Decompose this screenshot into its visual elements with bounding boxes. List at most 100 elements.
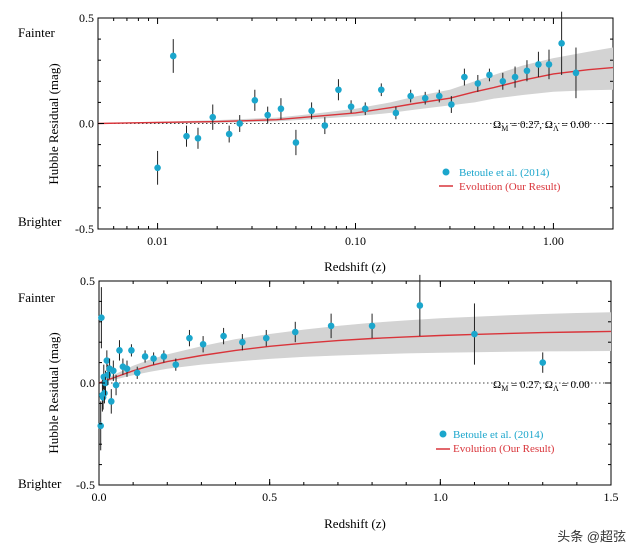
- top-legend: Betoule et al. (2014) Evolution (Our Res…: [439, 167, 561, 193]
- top-legend-point-marker: [442, 168, 450, 176]
- y-tick-label: 0.5: [79, 11, 94, 25]
- watermark-text: 头条 @超弦: [557, 529, 626, 544]
- data-point: [112, 381, 120, 389]
- data-point: [545, 61, 553, 68]
- data-point: [416, 302, 424, 309]
- data-point: [499, 78, 507, 85]
- data-point: [392, 109, 400, 117]
- y-tick-label: -0.5: [75, 222, 94, 236]
- data-point: [435, 92, 443, 100]
- bottom-axis-ticks: 0.0 0.5 1.0 1.5-0.50.00.5: [76, 274, 619, 504]
- data-point: [183, 132, 190, 140]
- data-point: [535, 61, 542, 68]
- data-point: [104, 371, 112, 379]
- x-tick-label: 0.5: [262, 490, 277, 504]
- data-point: [361, 105, 369, 113]
- data-point: [471, 330, 478, 338]
- data-point: [262, 334, 270, 342]
- evolution-curve-line: [98, 330, 612, 384]
- bottom-evolution-curve: [98, 330, 612, 384]
- top-legend-point-label: Betoule et al. (2014): [459, 167, 550, 179]
- data-point: [277, 105, 285, 113]
- data-point: [225, 130, 233, 138]
- bottom-uncertainty-band: [99, 312, 611, 383]
- data-point: [377, 86, 385, 94]
- data-point: [539, 359, 547, 366]
- data-point: [186, 334, 193, 342]
- top-data-points: [154, 11, 580, 185]
- data-point: [292, 139, 300, 146]
- bottom-cosmology-annotation: ΩM = 0.27, ΩΛ = 0.00: [493, 379, 590, 393]
- data-point: [461, 73, 468, 81]
- top-evolution-curve: [97, 66, 614, 125]
- bottom-panel: 0.0 0.5 1.0 1.5-0.50.00.5 Fainter Brighter …: [18, 274, 619, 531]
- y-tick-label: 0.0: [79, 117, 94, 131]
- data-point: [308, 107, 315, 115]
- data-point: [327, 322, 335, 330]
- top-axis-ticks: 0.01 0.10 1.00 -0.5 0.0 0.5: [75, 11, 613, 248]
- data-point: [572, 69, 580, 77]
- evolution-curve-line: [97, 66, 614, 125]
- top-cosmology-annotation: ΩM = 0.27, ΩΛ = 0.00: [493, 119, 590, 133]
- data-point: [194, 134, 202, 142]
- data-point: [264, 111, 271, 119]
- bottom-y-axis-label: Hubble Residual (mag): [46, 332, 61, 453]
- y-tick-label: 0.0: [80, 376, 95, 390]
- data-point: [199, 340, 207, 348]
- uncertainty-band-area: [98, 47, 613, 124]
- data-point: [107, 398, 115, 405]
- data-point: [368, 322, 376, 330]
- bottom-fainter-label: Fainter: [18, 290, 55, 305]
- data-point: [523, 67, 531, 75]
- y-tick-label: -0.5: [76, 478, 95, 492]
- data-point: [209, 113, 217, 121]
- data-point: [251, 96, 259, 104]
- x-tick-label: 0.01: [147, 234, 168, 248]
- data-point: [110, 367, 117, 375]
- data-point: [123, 365, 131, 373]
- data-point: [511, 73, 519, 81]
- data-point: [239, 338, 246, 346]
- y-tick-label: 0.5: [80, 274, 95, 288]
- x-tick-label: 1.00: [543, 234, 564, 248]
- bottom-legend: Betoule et al. (2014) Evolution (Our Res…: [436, 429, 555, 455]
- data-point: [291, 328, 299, 336]
- data-point: [321, 122, 329, 129]
- top-panel: 0.01 0.10 1.00-0.50.00.5 Fainter Brighter …: [18, 11, 614, 274]
- x-tick-label: 0.10: [345, 234, 366, 248]
- bottom-x-axis-label: Redshift (z): [324, 516, 386, 531]
- data-point: [98, 314, 105, 322]
- bottom-legend-point-marker: [439, 430, 447, 438]
- data-point: [347, 103, 355, 110]
- data-point: [558, 40, 565, 47]
- top-brighter-label: Brighter: [18, 214, 62, 229]
- top-x-axis-label: Redshift (z): [324, 259, 386, 274]
- data-point: [133, 369, 141, 377]
- top-legend-curve-label: Evolution (Our Result): [459, 181, 561, 193]
- data-point: [101, 389, 108, 397]
- x-tick-label: 1.0: [433, 490, 448, 504]
- data-point: [128, 347, 135, 354]
- data-point: [421, 94, 429, 102]
- bottom-legend-point-label: Betoule et al. (2014): [453, 429, 544, 441]
- data-point: [116, 347, 123, 354]
- x-tick-label: 1.5: [604, 490, 619, 504]
- data-point: [335, 86, 342, 94]
- uncertainty-band-area: [99, 312, 611, 383]
- data-point: [407, 92, 414, 100]
- data-point: [220, 332, 227, 340]
- top-fainter-label: Fainter: [18, 25, 55, 40]
- bottom-legend-curve-label: Evolution (Our Result): [453, 443, 555, 455]
- data-point: [141, 353, 149, 360]
- top-y-axis-label: Hubble Residual (mag): [46, 63, 61, 184]
- data-point: [474, 80, 482, 87]
- data-point: [154, 164, 161, 172]
- data-point: [102, 379, 109, 387]
- data-point: [486, 71, 493, 79]
- bottom-brighter-label: Brighter: [18, 476, 62, 491]
- data-point: [160, 353, 168, 360]
- data-point: [448, 101, 455, 108]
- data-point: [169, 52, 177, 60]
- top-uncertainty-band: [98, 47, 613, 124]
